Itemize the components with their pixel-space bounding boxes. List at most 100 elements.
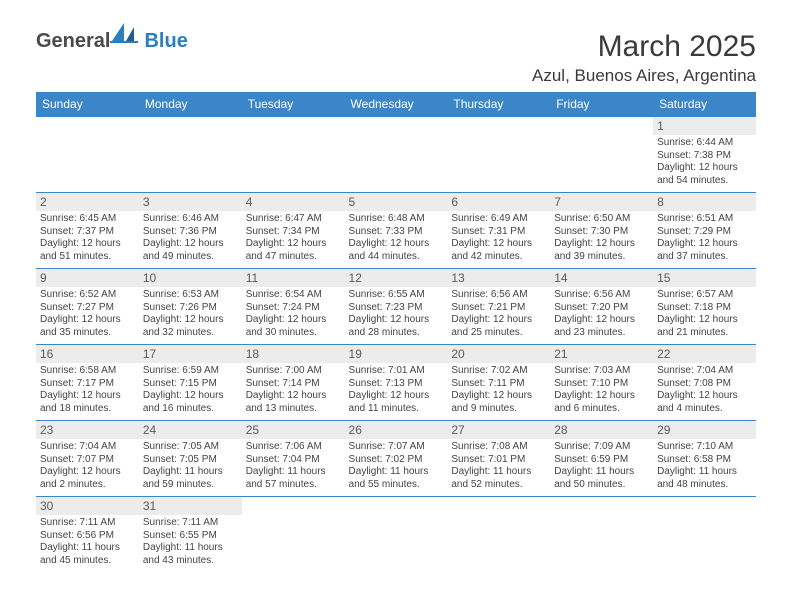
calendar-cell: 14Sunrise: 6:56 AMSunset: 7:20 PMDayligh…: [550, 269, 653, 345]
day-info: Sunrise: 7:09 AMSunset: 6:59 PMDaylight:…: [554, 441, 649, 491]
info-line-sr: Sunrise: 7:04 AM: [657, 365, 752, 378]
day-info: Sunrise: 6:56 AMSunset: 7:20 PMDaylight:…: [554, 289, 649, 339]
calendar-cell: 7 Sunrise: 6:50 AMSunset: 7:30 PMDaylight…: [550, 193, 653, 269]
info-line-sr: Sunrise: 7:08 AM: [451, 441, 546, 454]
day-info: Sunrise: 7:04 AMSunset: 7:08 PMDaylight:…: [657, 365, 752, 415]
day-info: Sunrise: 6:58 AMSunset: 7:17 PMDaylight:…: [40, 365, 135, 415]
day-info: Sunrise: 6:54 AMSunset: 7:24 PMDaylight:…: [246, 289, 341, 339]
calendar-cell: 21Sunrise: 7:03 AMSunset: 7:10 PMDayligh…: [550, 345, 653, 421]
info-line-dl: Daylight: 11 hours and 50 minutes.: [554, 466, 649, 491]
location: Azul, Buenos Aires, Argentina: [532, 66, 756, 86]
day-number: 1: [653, 117, 756, 135]
info-line-sr: Sunrise: 6:46 AM: [143, 213, 238, 226]
calendar-cell: [550, 117, 653, 193]
calendar-cell: [242, 497, 345, 573]
info-line-dl: Daylight: 12 hours and 54 minutes.: [657, 162, 752, 187]
day-info: Sunrise: 7:11 AMSunset: 6:55 PMDaylight:…: [143, 517, 238, 567]
info-line-dl: Daylight: 12 hours and 18 minutes.: [40, 390, 135, 415]
info-line-sr: Sunrise: 6:50 AM: [554, 213, 649, 226]
info-line-sr: Sunrise: 7:03 AM: [554, 365, 649, 378]
info-line-sr: Sunrise: 6:54 AM: [246, 289, 341, 302]
title-block: March 2025 Azul, Buenos Aires, Argentina: [532, 30, 756, 86]
day-number: 8: [653, 193, 756, 211]
info-line-dl: Daylight: 12 hours and 9 minutes.: [451, 390, 546, 415]
info-line-dl: Daylight: 12 hours and 25 minutes.: [451, 314, 546, 339]
day-number: 24: [139, 421, 242, 439]
info-line-sr: Sunrise: 6:53 AM: [143, 289, 238, 302]
day-header-row: SundayMondayTuesdayWednesdayThursdayFrid…: [36, 92, 756, 117]
day-header: Wednesday: [345, 92, 448, 117]
day-number: 26: [345, 421, 448, 439]
day-info: Sunrise: 6:53 AMSunset: 7:26 PMDaylight:…: [143, 289, 238, 339]
info-line-sr: Sunrise: 6:45 AM: [40, 213, 135, 226]
day-number: 6: [447, 193, 550, 211]
info-line-sr: Sunrise: 7:01 AM: [349, 365, 444, 378]
day-header: Thursday: [447, 92, 550, 117]
day-number: 12: [345, 269, 448, 287]
day-number: 19: [345, 345, 448, 363]
calendar-cell: 22Sunrise: 7:04 AMSunset: 7:08 PMDayligh…: [653, 345, 756, 421]
info-line-sr: Sunrise: 6:48 AM: [349, 213, 444, 226]
calendar-row: 30 Sunrise: 7:11 AMSunset: 6:56 PMDayligh…: [36, 497, 756, 573]
calendar-row: 9Sunrise: 6:52 AMSunset: 7:27 PMDaylight…: [36, 269, 756, 345]
info-line-ss: Sunset: 7:37 PM: [40, 226, 135, 239]
info-line-ss: Sunset: 7:29 PM: [657, 226, 752, 239]
info-line-ss: Sunset: 7:27 PM: [40, 302, 135, 315]
day-number: 18: [242, 345, 345, 363]
info-line-sr: Sunrise: 6:51 AM: [657, 213, 752, 226]
day-number: 30: [36, 497, 139, 515]
info-line-ss: Sunset: 7:01 PM: [451, 454, 546, 467]
calendar-cell: 15Sunrise: 6:57 AMSunset: 7:18 PMDayligh…: [653, 269, 756, 345]
info-line-dl: Daylight: 12 hours and 51 minutes.: [40, 238, 135, 263]
info-line-dl: Daylight: 12 hours and 49 minutes.: [143, 238, 238, 263]
day-number: 13: [447, 269, 550, 287]
calendar-cell: 20Sunrise: 7:02 AMSunset: 7:11 PMDayligh…: [447, 345, 550, 421]
info-line-sr: Sunrise: 6:56 AM: [554, 289, 649, 302]
info-line-ss: Sunset: 7:30 PM: [554, 226, 649, 239]
day-info: Sunrise: 6:56 AMSunset: 7:21 PMDaylight:…: [451, 289, 546, 339]
info-line-sr: Sunrise: 6:52 AM: [40, 289, 135, 302]
info-line-sr: Sunrise: 7:04 AM: [40, 441, 135, 454]
day-number: 3: [139, 193, 242, 211]
day-number: 28: [550, 421, 653, 439]
info-line-ss: Sunset: 7:13 PM: [349, 378, 444, 391]
info-line-ss: Sunset: 7:10 PM: [554, 378, 649, 391]
info-line-sr: Sunrise: 6:58 AM: [40, 365, 135, 378]
calendar-row: 16 Sunrise: 6:58 AMSunset: 7:17 PMDayligh…: [36, 345, 756, 421]
info-line-sr: Sunrise: 6:44 AM: [657, 137, 752, 150]
calendar-cell: [447, 117, 550, 193]
header: General Blue March 2025 Azul, Buenos Air…: [36, 30, 756, 86]
info-line-ss: Sunset: 7:05 PM: [143, 454, 238, 467]
info-line-dl: Daylight: 12 hours and 21 minutes.: [657, 314, 752, 339]
info-line-ss: Sunset: 7:21 PM: [451, 302, 546, 315]
info-line-sr: Sunrise: 7:00 AM: [246, 365, 341, 378]
info-line-dl: Daylight: 11 hours and 59 minutes.: [143, 466, 238, 491]
calendar-cell: 1 Sunrise: 6:44 AMSunset: 7:38 PMDaylight…: [653, 117, 756, 193]
info-line-sr: Sunrise: 6:47 AM: [246, 213, 341, 226]
info-line-ss: Sunset: 7:07 PM: [40, 454, 135, 467]
day-info: Sunrise: 6:51 AMSunset: 7:29 PMDaylight:…: [657, 213, 752, 263]
info-line-dl: Daylight: 11 hours and 52 minutes.: [451, 466, 546, 491]
day-header: Tuesday: [242, 92, 345, 117]
info-line-sr: Sunrise: 7:06 AM: [246, 441, 341, 454]
info-line-dl: Daylight: 12 hours and 39 minutes.: [554, 238, 649, 263]
day-info: Sunrise: 7:11 AMSunset: 6:56 PMDaylight:…: [40, 517, 135, 567]
day-header: Sunday: [36, 92, 139, 117]
calendar-cell: 4Sunrise: 6:47 AMSunset: 7:34 PMDaylight…: [242, 193, 345, 269]
day-number: 16: [36, 345, 139, 363]
info-line-ss: Sunset: 7:08 PM: [657, 378, 752, 391]
calendar-cell: 17Sunrise: 6:59 AMSunset: 7:15 PMDayligh…: [139, 345, 242, 421]
info-line-dl: Daylight: 11 hours and 45 minutes.: [40, 542, 135, 567]
day-info: Sunrise: 6:45 AMSunset: 7:37 PMDaylight:…: [40, 213, 135, 263]
day-info: Sunrise: 6:44 AMSunset: 7:38 PMDaylight:…: [657, 137, 752, 187]
day-info: Sunrise: 6:46 AMSunset: 7:36 PMDaylight:…: [143, 213, 238, 263]
day-info: Sunrise: 6:50 AMSunset: 7:30 PMDaylight:…: [554, 213, 649, 263]
calendar-cell: 18Sunrise: 7:00 AMSunset: 7:14 PMDayligh…: [242, 345, 345, 421]
day-number: 2: [36, 193, 139, 211]
day-info: Sunrise: 7:08 AMSunset: 7:01 PMDaylight:…: [451, 441, 546, 491]
calendar-cell: 31Sunrise: 7:11 AMSunset: 6:55 PMDayligh…: [139, 497, 242, 573]
info-line-ss: Sunset: 7:23 PM: [349, 302, 444, 315]
calendar-cell: 25Sunrise: 7:06 AMSunset: 7:04 PMDayligh…: [242, 421, 345, 497]
day-info: Sunrise: 7:05 AMSunset: 7:05 PMDaylight:…: [143, 441, 238, 491]
day-number: 7: [550, 193, 653, 211]
